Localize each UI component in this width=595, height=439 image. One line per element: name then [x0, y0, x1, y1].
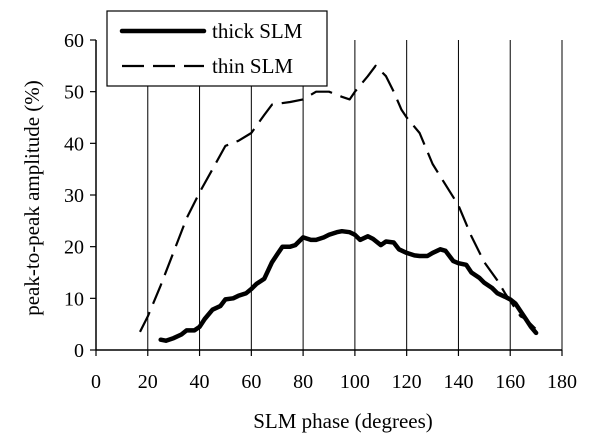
series-line-thick-slm	[158, 228, 539, 343]
x-tick-label-120: 120	[392, 371, 422, 393]
y-tick-label-20: 20	[64, 237, 84, 259]
y-tick-label-40: 40	[64, 133, 84, 155]
legend-box	[106, 10, 328, 87]
x-tick-label-20: 20	[138, 371, 158, 393]
legend-label-thin-slm: thin SLM	[212, 54, 293, 78]
x-tick-label-0: 0	[91, 371, 101, 393]
plot-frame	[90, 39, 563, 356]
tick-labels: 0 10 20 30 40 50 60 0 20 40 60 80 100 120 140 160 180	[64, 30, 577, 393]
x-tick-label-100: 100	[340, 371, 370, 393]
y-tick-label-10: 10	[64, 288, 84, 310]
series-line-thin-slm	[139, 64, 537, 333]
x-tick-label-160: 160	[495, 371, 525, 393]
y-tick-label-0: 0	[74, 340, 84, 362]
y-axis-title: peak-to-peak amplitude (%)	[20, 80, 44, 316]
x-axis-title: SLM phase (degrees)	[253, 409, 433, 433]
x-tick-label-80: 80	[293, 371, 313, 393]
x-tick-label-40: 40	[190, 371, 210, 393]
legend: thick SLM thin SLM	[106, 10, 328, 87]
x-tick-label-60: 60	[241, 371, 261, 393]
legend-label-thick-slm: thick SLM	[212, 19, 303, 43]
x-tick-label-180: 180	[547, 371, 577, 393]
y-tick-label-30: 30	[64, 185, 84, 207]
y-tick-label-50: 50	[64, 82, 84, 104]
x-tick-label-140: 140	[443, 371, 473, 393]
series-group	[139, 64, 539, 343]
y-tick-label-60: 60	[64, 30, 84, 52]
